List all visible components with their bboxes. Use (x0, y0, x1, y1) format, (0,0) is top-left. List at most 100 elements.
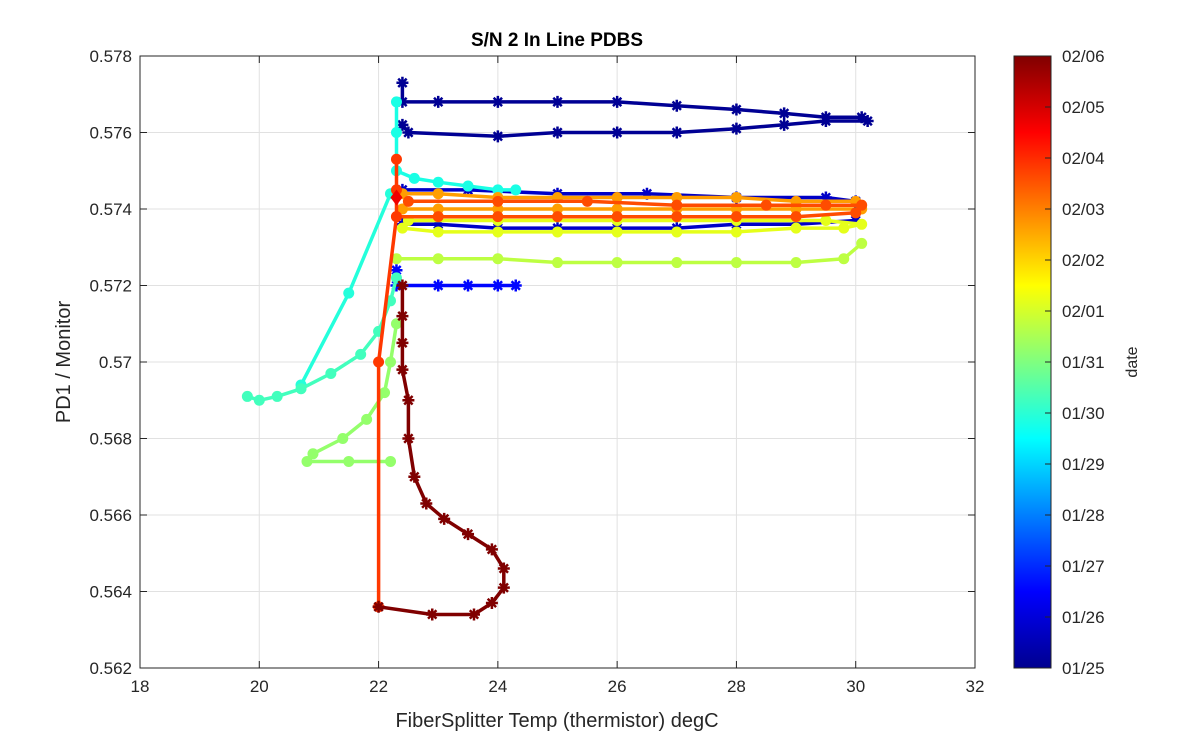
data-point (396, 363, 409, 376)
data-point (730, 122, 743, 135)
data-point (492, 211, 504, 223)
series-13 (372, 279, 510, 621)
data-point (778, 118, 791, 131)
y-tick-label: 0.572 (89, 277, 132, 296)
data-point (301, 455, 313, 467)
colorbar-tick-label: 02/06 (1062, 47, 1105, 66)
data-point (432, 188, 444, 200)
colorbar-tick-label: 01/27 (1062, 557, 1105, 576)
data-point (432, 176, 444, 188)
data-point (730, 226, 742, 238)
data-point (611, 192, 623, 204)
data-point (820, 199, 832, 211)
data-point (337, 433, 349, 444)
data-point (552, 257, 563, 269)
colorbar-tick-label: 02/04 (1062, 149, 1105, 168)
data-point (671, 226, 683, 238)
colorbar-tick-label: 02/05 (1062, 98, 1105, 117)
y-tick-label: 0.57 (99, 353, 132, 372)
data-point (402, 126, 415, 139)
data-point (390, 211, 402, 223)
data-point (438, 512, 451, 525)
series-10 (390, 195, 868, 223)
x-tick-label: 30 (846, 677, 865, 696)
colorbar-tick-label: 01/29 (1062, 455, 1105, 474)
data-point (611, 126, 624, 139)
data-point (485, 596, 498, 609)
data-point (408, 470, 421, 483)
data-point (396, 310, 409, 323)
data-point (402, 195, 414, 207)
y-tick-label: 0.574 (89, 200, 132, 219)
colorbar-tick-label: 01/30 (1062, 404, 1105, 423)
series-0 (396, 76, 874, 143)
y-tick-label: 0.566 (89, 506, 132, 525)
data-point (820, 214, 832, 226)
data-point (730, 103, 743, 116)
data-point (838, 222, 850, 234)
data-point (426, 608, 439, 621)
data-point (671, 199, 683, 211)
y-tick-label: 0.562 (89, 659, 132, 678)
data-point (778, 107, 791, 120)
data-point (790, 222, 802, 234)
colorbar-tick-label: 01/31 (1062, 353, 1105, 372)
data-point (551, 95, 564, 108)
x-tick-label: 22 (369, 677, 388, 696)
data-point (432, 218, 445, 231)
data-point (361, 413, 373, 425)
y-tick-label: 0.564 (89, 583, 132, 602)
data-point (790, 211, 802, 223)
data-point (552, 226, 563, 238)
data-point (390, 153, 402, 165)
data-point (492, 226, 504, 238)
y-tick-label: 0.576 (89, 124, 132, 143)
data-point (491, 95, 504, 108)
x-tick-label: 20 (250, 677, 269, 696)
data-point (611, 211, 623, 223)
data-point (373, 356, 385, 368)
data-point (581, 195, 593, 207)
data-point (307, 448, 319, 460)
data-point (241, 390, 253, 402)
data-point (819, 115, 832, 128)
data-point (640, 187, 653, 200)
data-point (510, 184, 522, 196)
data-point (730, 192, 742, 204)
data-point (497, 581, 510, 594)
colorbar (1013, 55, 1052, 669)
colorbar-label: date (1124, 346, 1141, 377)
data-point (396, 222, 408, 234)
data-point (372, 600, 385, 613)
y-tick-label: 0.578 (89, 47, 132, 66)
colorbar-tick-label: 02/02 (1062, 251, 1105, 270)
data-point (552, 211, 563, 223)
data-point (855, 111, 868, 124)
data-point (850, 207, 862, 219)
data-point (396, 118, 409, 131)
data-point (552, 203, 563, 215)
colorbar-tick-label: 01/26 (1062, 608, 1105, 627)
data-point (432, 279, 445, 292)
data-point (462, 528, 475, 541)
data-point (491, 130, 504, 143)
x-tick-label: 18 (131, 677, 150, 696)
data-point (379, 387, 391, 399)
data-point (355, 348, 367, 360)
data-point (491, 279, 504, 292)
data-point (420, 497, 433, 510)
data-point (760, 199, 772, 211)
data-point (856, 199, 868, 211)
data-point (295, 383, 307, 395)
data-point (432, 95, 445, 108)
data-point (611, 226, 623, 238)
x-axis-label: FiberSplitter Temp (thermistor) degC (395, 710, 718, 732)
data-point (468, 608, 480, 621)
data-point (390, 127, 402, 138)
data-point (492, 195, 504, 207)
data-point (670, 99, 683, 112)
data-point (402, 432, 415, 445)
series-group (241, 76, 874, 621)
data-point (432, 211, 444, 223)
y-tick-label: 0.568 (89, 430, 132, 449)
